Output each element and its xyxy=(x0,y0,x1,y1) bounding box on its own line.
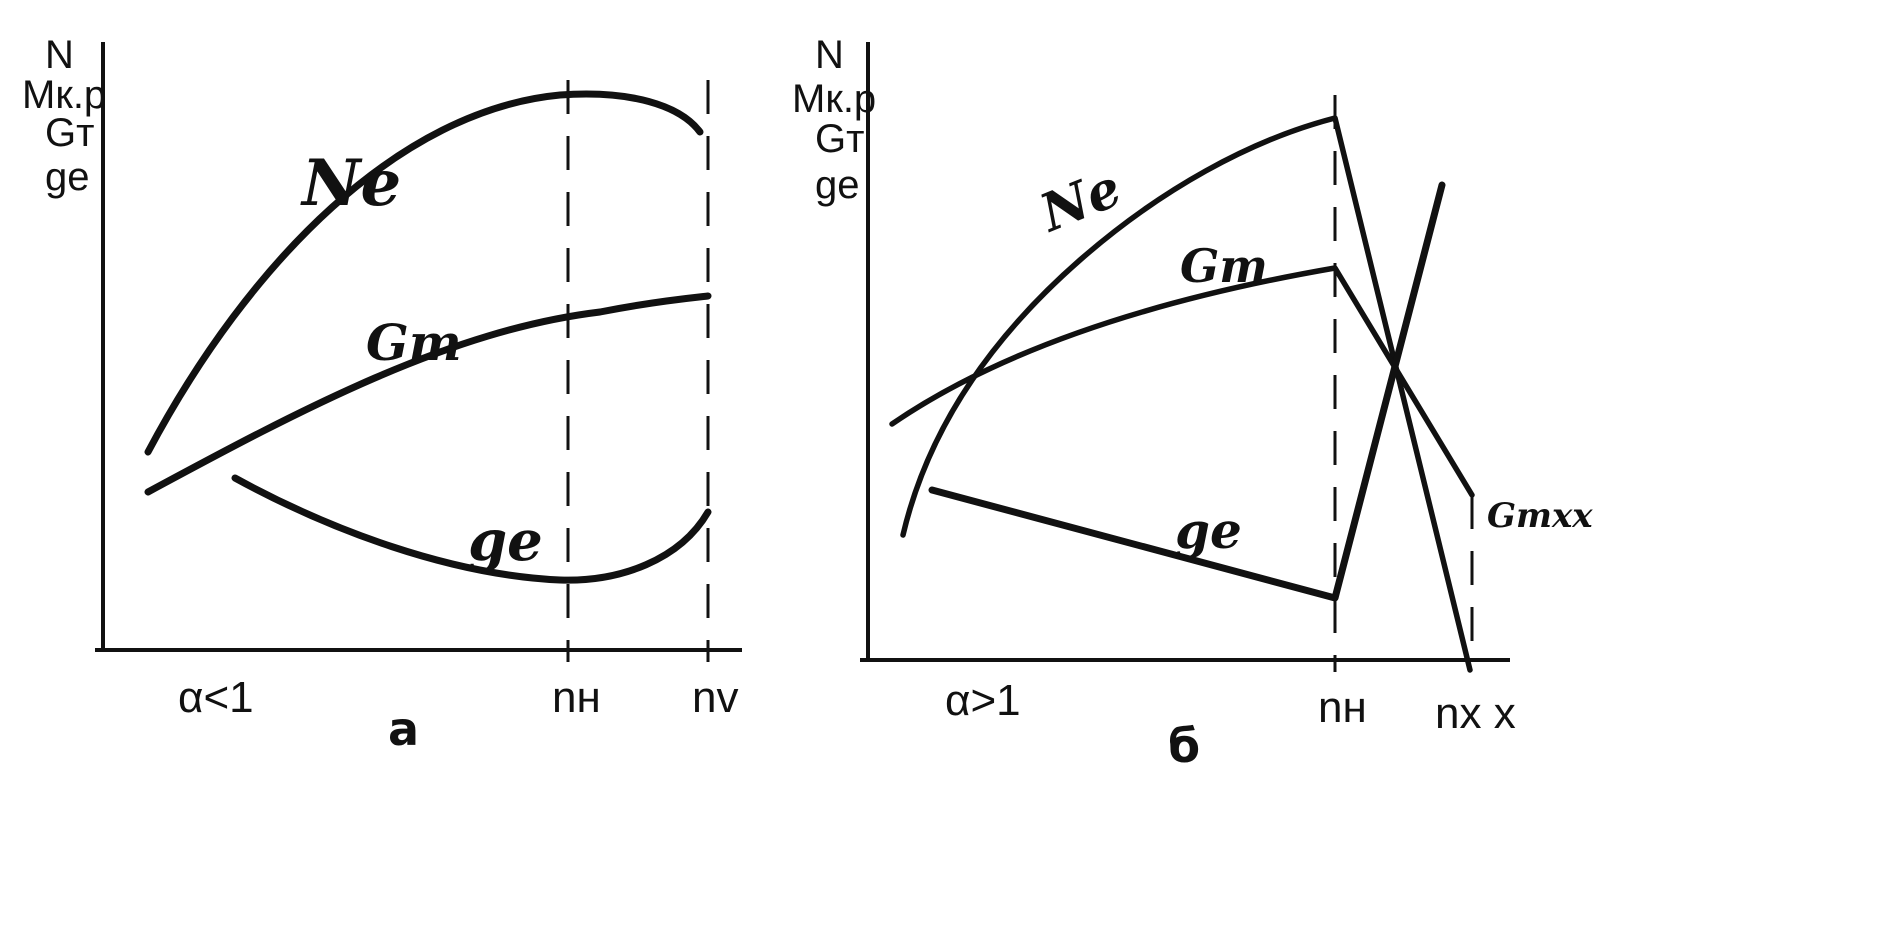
panel-b-series-ne xyxy=(900,115,1473,673)
panel-b-caption: б xyxy=(1168,719,1200,773)
panel-b-label-gtxx: Gтxx xyxy=(1487,496,1593,536)
panel-a-xtick-nн: nн xyxy=(552,673,601,722)
panel-b-ylabel-3: ge xyxy=(815,163,860,207)
panel-a-ylabel-1: Mк.р xyxy=(22,73,106,117)
panel-a-ylabel-2: Gт xyxy=(45,111,94,155)
panel-b-label-gt: Gт xyxy=(1180,239,1268,293)
panel-b-xtick-nн: nн xyxy=(1318,683,1367,732)
panel-a-label-gt: Gт xyxy=(366,313,462,372)
panel-a: N Mк.р Gт ge Ne Gт ge α<1 nн nv а xyxy=(22,33,742,756)
panel-b-series-gt xyxy=(889,265,1475,498)
panel-b-ylabel-2: Gт xyxy=(815,117,864,161)
panel-a-series-ne xyxy=(144,90,704,456)
panel-a-ylabel-0: N xyxy=(45,33,74,77)
panel-a-xtick-alpha: α<1 xyxy=(178,673,254,722)
panel-a-caption: а xyxy=(388,702,419,756)
panel-a-label-ge: ge xyxy=(468,508,543,574)
panel-b-series-ge xyxy=(928,181,1446,602)
panel-b: N Mк.р Gт ge Ne Gт ge Gтxx α>1 nн nx x б xyxy=(792,33,1593,773)
panel-b-ylabel-1: Mк.р xyxy=(792,77,876,121)
panel-b-xtick-nxx: nx x xyxy=(1435,689,1516,738)
panel-b-label-ge: ge xyxy=(1175,501,1242,560)
panel-a-series-gt xyxy=(144,292,712,496)
panel-a-ylabel-3: ge xyxy=(45,155,90,199)
panel-a-label-ne: Ne xyxy=(300,146,401,221)
panel-b-xtick-alpha: α>1 xyxy=(945,676,1021,725)
panel-a-series-ge xyxy=(231,474,712,584)
panel-a-xtick-nv: nv xyxy=(692,673,738,722)
panel-b-ylabel-0: N xyxy=(815,33,844,77)
